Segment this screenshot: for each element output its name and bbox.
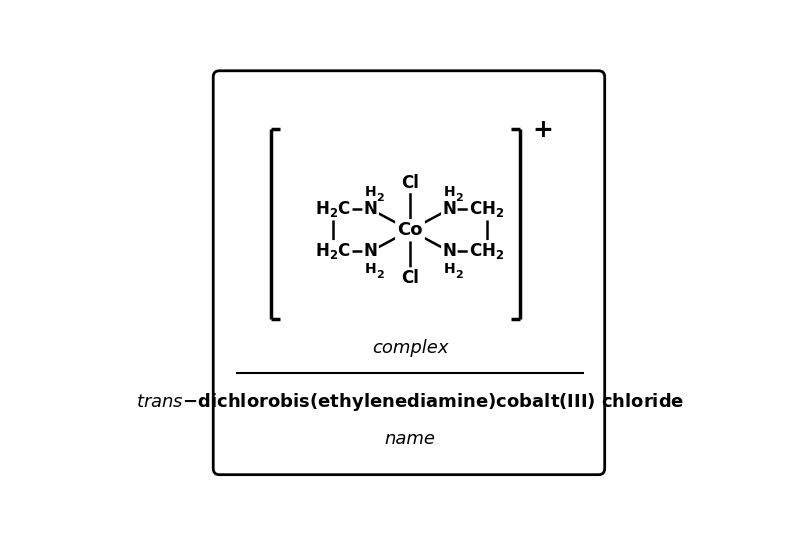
Text: name: name [385, 430, 435, 449]
Text: H: H [365, 262, 377, 276]
Text: CH$_\mathregular{2}$: CH$_\mathregular{2}$ [469, 242, 504, 261]
Text: $\mathbf{\mathit{trans}}$$\mathbf{-dichlorobis(ethylenediamine)cobalt(III)\ chlo: $\mathbf{\mathit{trans}}$$\mathbf{-dichl… [136, 391, 684, 413]
Text: +: + [532, 118, 553, 143]
Text: H: H [443, 185, 455, 199]
Text: 2: 2 [454, 193, 462, 203]
Text: H: H [365, 185, 377, 199]
FancyBboxPatch shape [214, 71, 605, 475]
Text: N: N [442, 200, 456, 218]
Text: 2: 2 [454, 271, 462, 280]
Text: 2: 2 [376, 193, 384, 203]
Text: 2: 2 [376, 271, 384, 280]
Text: H$_\mathregular{2}$C: H$_\mathregular{2}$C [315, 242, 351, 261]
Text: H: H [443, 262, 455, 276]
Text: N: N [364, 243, 378, 260]
Text: Co: Co [398, 221, 422, 239]
Text: Cl: Cl [401, 174, 419, 192]
Text: N: N [442, 243, 456, 260]
Text: complex: complex [372, 339, 448, 357]
Text: CH$_\mathregular{2}$: CH$_\mathregular{2}$ [469, 199, 504, 219]
Text: H$_\mathregular{2}$C: H$_\mathregular{2}$C [315, 199, 351, 219]
Text: N: N [364, 200, 378, 218]
Text: Cl: Cl [401, 268, 419, 287]
